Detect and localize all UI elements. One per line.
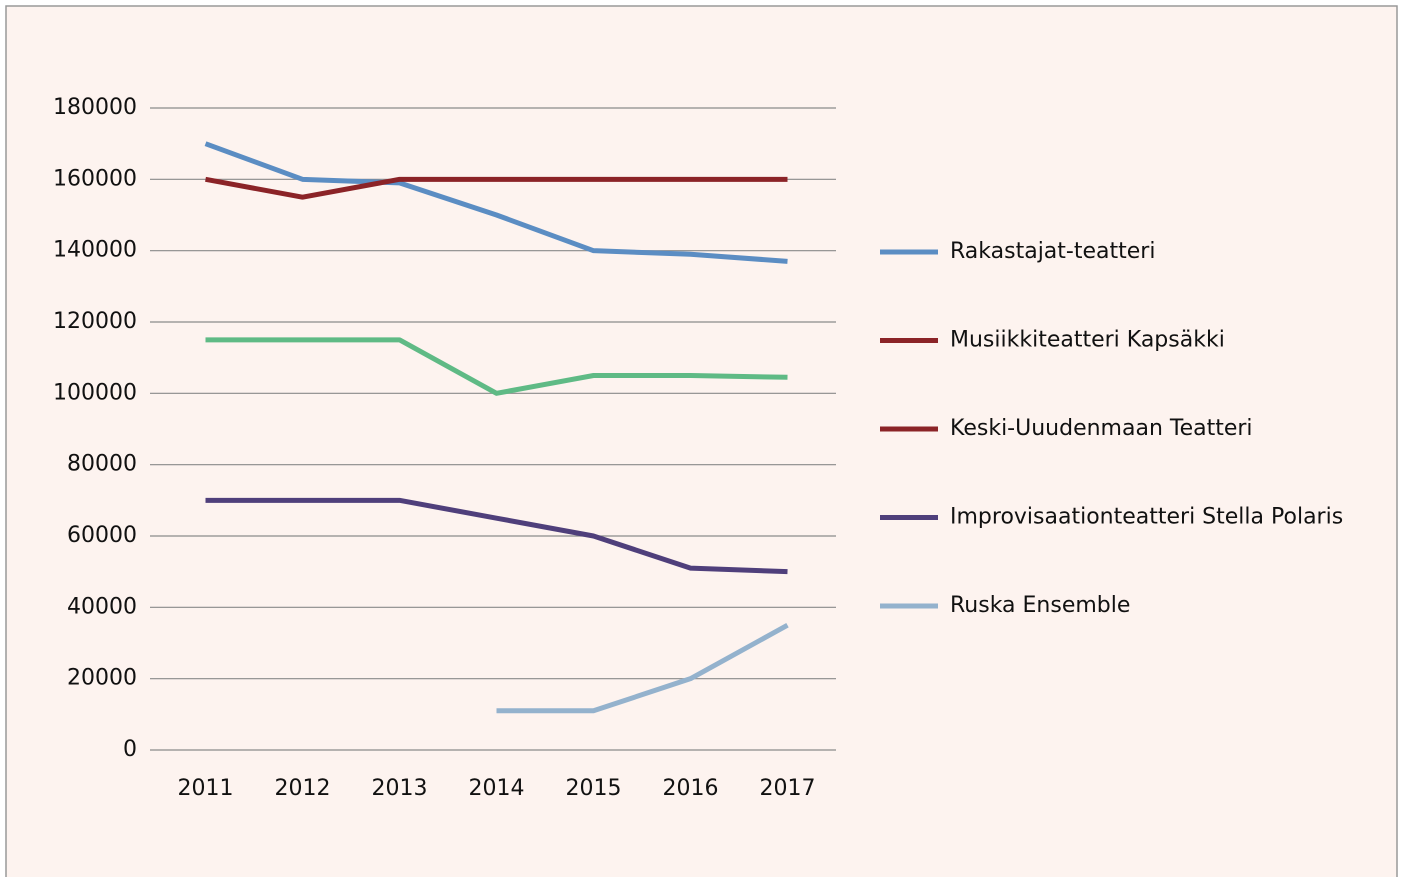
y-tick-label: 20000 [67,666,137,691]
series-line [204,141,788,264]
y-tick-label: 140000 [53,238,137,263]
chart-background [5,5,1398,877]
y-tick-label: 120000 [53,309,137,334]
series-line [205,497,788,575]
x-tick-label: 2015 [566,776,622,801]
legend-label: Musiikkiteatteri Kapsäkki [950,328,1225,353]
series-line [205,337,788,396]
x-tick-label: 2012 [275,776,331,801]
x-tick-label: 2014 [469,776,525,801]
series-line [496,622,789,714]
legend-label: Rakastajat-teatteri [950,239,1155,264]
series-line [205,176,788,200]
x-tick-label: 2016 [663,776,719,801]
y-tick-label: 100000 [53,380,137,405]
x-tick-label: 2011 [178,776,234,801]
y-tick-label: 80000 [67,452,137,477]
y-tick-label: 60000 [67,523,137,548]
x-tick-label: 2013 [372,776,428,801]
legend-label: Keski-Uuudenmaan Teatteri [950,416,1253,441]
y-tick-label: 180000 [53,95,137,120]
legend-label: Ruska Ensemble [950,593,1130,618]
y-tick-label: 0 [123,737,137,762]
y-tick-label: 40000 [67,594,137,619]
y-tick-label: 160000 [53,166,137,191]
legend-label: Improvisaationteatteri Stella Polaris [950,505,1343,530]
x-tick-label: 2017 [760,776,816,801]
